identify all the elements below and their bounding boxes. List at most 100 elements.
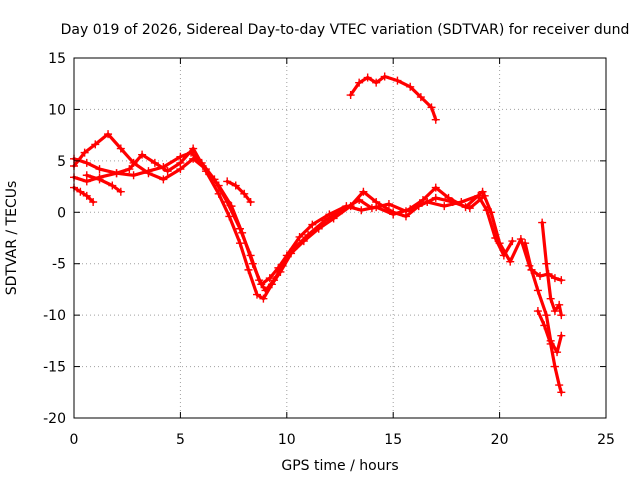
y-tick-label: -10 xyxy=(43,308,66,324)
series-line xyxy=(540,221,563,317)
data-point xyxy=(359,187,368,196)
data-point xyxy=(550,274,559,283)
data-point xyxy=(384,200,393,209)
x-tick-label: 10 xyxy=(278,432,296,448)
data-point xyxy=(116,144,125,153)
data-point xyxy=(536,272,545,281)
data-point xyxy=(431,183,440,192)
data-point xyxy=(235,224,244,233)
data-point xyxy=(480,191,489,200)
data-point xyxy=(346,91,355,100)
data-point xyxy=(244,265,253,274)
data-point xyxy=(538,218,547,227)
series-line xyxy=(85,173,123,194)
data-point xyxy=(508,237,517,246)
data-point xyxy=(546,339,555,348)
grid xyxy=(74,58,606,418)
data-point xyxy=(129,171,138,180)
data-point xyxy=(465,204,474,213)
data-point xyxy=(255,276,264,285)
data-point xyxy=(557,331,566,340)
data-point xyxy=(116,187,125,196)
y-tick-label: 15 xyxy=(48,51,66,67)
data-point xyxy=(267,280,276,289)
x-axis-label: GPS time / hours xyxy=(281,458,398,474)
data-point xyxy=(550,362,559,371)
data-point xyxy=(516,235,525,244)
data-point xyxy=(308,220,317,229)
data-point xyxy=(546,294,555,303)
data-point xyxy=(389,208,398,217)
data-point xyxy=(533,286,542,295)
y-tick-label: -20 xyxy=(43,411,66,427)
data-point xyxy=(406,82,415,91)
data-point xyxy=(163,167,172,176)
data-point xyxy=(553,348,562,357)
data-point xyxy=(287,249,296,258)
data-point xyxy=(176,158,185,167)
y-tick-label: -15 xyxy=(43,360,66,376)
data-point xyxy=(557,311,566,320)
data-point xyxy=(357,206,366,215)
data-point xyxy=(89,198,98,206)
data-point xyxy=(540,321,549,330)
data-point xyxy=(542,259,551,268)
data-point xyxy=(557,388,566,397)
data-point xyxy=(550,307,559,316)
data-point xyxy=(527,265,536,274)
data-point xyxy=(253,290,262,299)
data-point xyxy=(431,193,440,202)
data-point xyxy=(416,93,425,102)
data-point xyxy=(150,158,159,167)
data-point xyxy=(246,198,255,206)
data-point xyxy=(259,294,268,303)
data-point xyxy=(214,189,223,198)
data-point xyxy=(95,165,104,174)
data-point xyxy=(414,202,423,211)
data-point xyxy=(506,257,515,266)
data-point xyxy=(125,165,134,174)
data-point xyxy=(240,189,249,198)
data-point xyxy=(329,214,338,223)
x-tick-label: 5 xyxy=(176,432,185,448)
data-point xyxy=(555,300,564,309)
data-point xyxy=(521,239,530,248)
data-point xyxy=(144,167,153,176)
series-trace-b xyxy=(70,148,534,295)
data-point xyxy=(223,198,232,206)
data-point xyxy=(380,72,389,81)
y-tick-label: 5 xyxy=(57,154,66,170)
series-trace-h xyxy=(521,239,566,357)
data-point xyxy=(427,103,436,112)
data-point xyxy=(401,212,410,221)
data-point xyxy=(159,175,168,184)
data-point xyxy=(431,115,440,124)
x-tick-label: 15 xyxy=(384,432,402,448)
data-point xyxy=(108,181,117,190)
data-point xyxy=(82,158,91,167)
x-axis: 0 5 10 15 20 25 xyxy=(70,58,615,448)
series-trace-j xyxy=(538,218,566,320)
data-point xyxy=(555,381,564,390)
data-point xyxy=(231,181,240,190)
data-point xyxy=(138,150,147,159)
data-point xyxy=(82,191,91,200)
series-line xyxy=(225,179,253,204)
data-point xyxy=(314,224,323,233)
data-point xyxy=(295,232,304,241)
series-line xyxy=(523,241,563,354)
y-axis: 15 10 5 0 -5 -10 -15 -20 xyxy=(43,51,606,427)
y-axis-label: SDTVAR / TECUs xyxy=(4,181,20,296)
data-point xyxy=(557,276,566,285)
data-point xyxy=(367,204,376,213)
series-line xyxy=(349,74,438,122)
data-point xyxy=(440,202,449,211)
chart-title: Day 019 of 2026, Sidereal Day-to-day VTE… xyxy=(61,22,630,38)
data-point xyxy=(246,251,255,260)
data-point xyxy=(225,212,234,221)
data-point xyxy=(393,76,402,85)
series-trace-e xyxy=(82,171,125,196)
data-point xyxy=(265,274,274,283)
data-point xyxy=(95,175,104,184)
